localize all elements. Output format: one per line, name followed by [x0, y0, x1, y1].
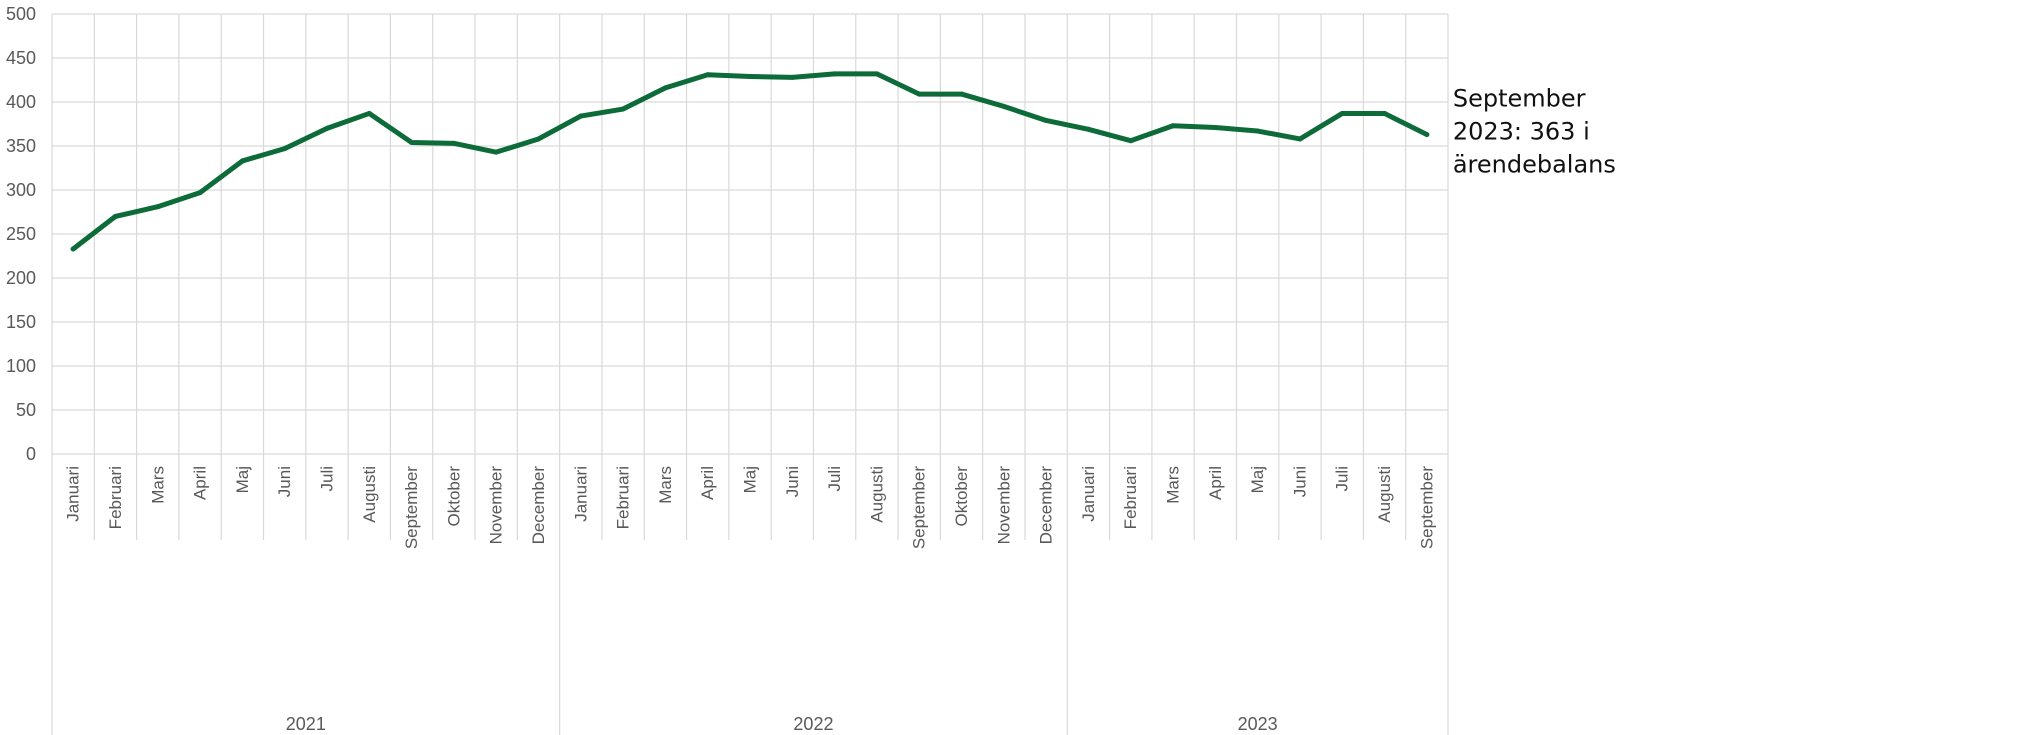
- x-axis-month-labels: Januari Februari Mars April Maj Juni Juli Augus…: [64, 466, 1437, 550]
- horizontal-gridlines: [52, 13, 1448, 455]
- x-tick-label: Januari: [1079, 466, 1098, 522]
- x-tick-label: Augusti: [1375, 466, 1394, 523]
- x-tick-label: Januari: [571, 466, 590, 522]
- y-tick-label: 150: [6, 312, 36, 332]
- x-tick-label: November: [487, 466, 506, 545]
- data-point: [1043, 117, 1049, 123]
- x-tick-label: Augusti: [867, 466, 886, 523]
- x-axis-year-groups: 2021 2022 2023: [286, 714, 1278, 734]
- data-point: [535, 136, 541, 142]
- data-point: [747, 73, 753, 79]
- x-tick-label: Juni: [275, 466, 294, 497]
- x-tick-label: April: [698, 466, 717, 500]
- x-tick-label: April: [1206, 466, 1225, 500]
- x-tick-label: September: [402, 466, 421, 549]
- x-tick-label: December: [1037, 466, 1056, 545]
- x-tick-label: Juli: [1333, 466, 1352, 492]
- x-tick-label: Augusti: [360, 466, 379, 523]
- x-tick-label: Juli: [317, 466, 336, 492]
- end-annotation: September 2023: 363 i ärendebalans: [1453, 85, 1616, 179]
- x-tick-label: Februari: [106, 466, 125, 529]
- series-line: [70, 71, 1430, 252]
- data-point: [789, 74, 795, 80]
- data-point: [282, 146, 288, 152]
- data-point: [366, 110, 372, 116]
- data-point: [70, 246, 76, 252]
- year-group-label: 2022: [793, 714, 833, 734]
- data-point: [832, 71, 838, 77]
- data-point: [1255, 128, 1261, 134]
- data-point: [155, 204, 161, 210]
- x-tick-label: September: [910, 466, 929, 549]
- x-tick-label: Januari: [64, 466, 83, 522]
- x-tick-label: Oktober: [952, 466, 971, 527]
- annotation-line: 2023: 363 i: [1453, 118, 1590, 146]
- y-tick-label: 450: [6, 48, 36, 68]
- x-tick-label: April: [191, 466, 210, 500]
- data-point: [451, 140, 457, 146]
- data-point: [1212, 125, 1218, 131]
- data-point: [324, 125, 330, 131]
- data-point: [916, 91, 922, 97]
- annotation-line: September: [1453, 85, 1586, 113]
- data-point: [197, 190, 203, 196]
- y-tick-label: 200: [6, 268, 36, 288]
- x-tick-label: Juni: [1290, 466, 1309, 497]
- x-tick-label: Februari: [1121, 466, 1140, 529]
- data-point: [1297, 136, 1303, 142]
- y-tick-label: 250: [6, 224, 36, 244]
- data-point: [959, 91, 965, 97]
- data-point: [112, 213, 118, 219]
- x-tick-label: Juli: [825, 466, 844, 492]
- data-point: [239, 158, 245, 164]
- x-tick-label: Mars: [1164, 466, 1183, 504]
- vertical-gridlines: [51, 14, 1449, 735]
- data-point: [662, 85, 668, 91]
- data-point: [1170, 123, 1176, 129]
- data-point: [493, 149, 499, 155]
- y-tick-label: 400: [6, 92, 36, 112]
- x-tick-label: Mars: [148, 466, 167, 504]
- y-tick-label: 500: [6, 4, 36, 24]
- data-point: [705, 72, 711, 78]
- x-tick-label: Maj: [1248, 466, 1267, 493]
- data-point: [1085, 126, 1091, 132]
- y-axis-tick-labels: 0 50 100 150 200 250 300 350 400 450 500: [6, 4, 36, 464]
- data-point: [874, 71, 880, 77]
- x-tick-label: Mars: [656, 466, 675, 504]
- x-tick-label: Maj: [741, 466, 760, 493]
- data-point: [1128, 138, 1134, 144]
- x-tick-label: Oktober: [444, 466, 463, 527]
- year-group-label: 2023: [1238, 714, 1278, 734]
- y-tick-label: 50: [16, 400, 36, 420]
- data-point: [1424, 132, 1430, 138]
- y-tick-label: 300: [6, 180, 36, 200]
- x-tick-label: Maj: [233, 466, 252, 493]
- series-layer: [70, 71, 1430, 252]
- y-tick-label: 350: [6, 136, 36, 156]
- year-group-label: 2021: [286, 714, 326, 734]
- x-tick-label: November: [994, 466, 1013, 545]
- y-tick-label: 0: [26, 444, 36, 464]
- x-tick-label: September: [1417, 466, 1436, 549]
- y-tick-label: 100: [6, 356, 36, 376]
- x-tick-label: December: [529, 466, 548, 545]
- x-tick-label: Februari: [614, 466, 633, 529]
- data-point: [1339, 110, 1345, 116]
- data-point: [1382, 110, 1388, 116]
- data-point: [578, 113, 584, 119]
- x-tick-label: Juni: [783, 466, 802, 497]
- data-point: [1001, 103, 1007, 109]
- annotation-line: ärendebalans: [1453, 151, 1616, 179]
- data-point: [409, 139, 415, 145]
- data-point: [620, 106, 626, 112]
